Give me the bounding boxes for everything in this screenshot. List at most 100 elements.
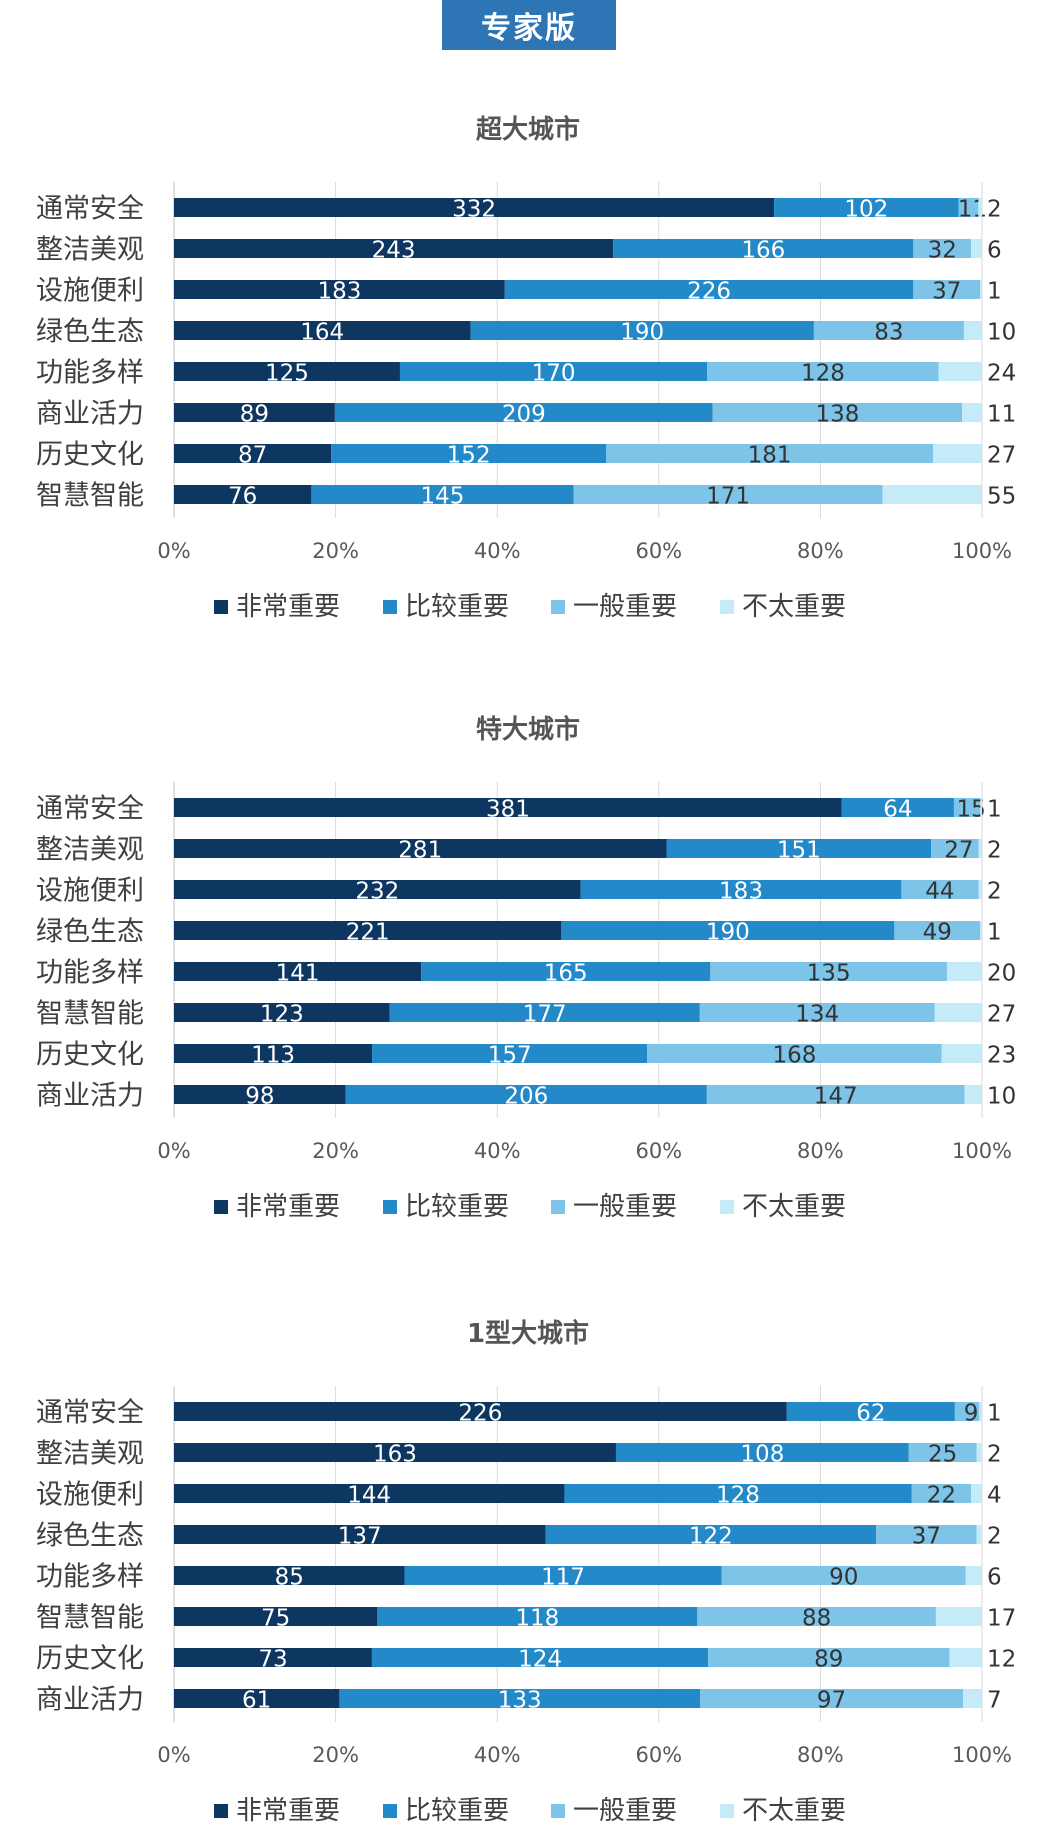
data-label: 61 xyxy=(242,1688,271,1714)
data-label: 170 xyxy=(532,361,576,387)
bar-segment xyxy=(699,1003,935,1022)
bar-segment xyxy=(978,198,982,217)
legend-swatch xyxy=(214,1804,228,1818)
bar-segment xyxy=(707,362,939,381)
x-tick-label: 20% xyxy=(312,1743,359,1767)
bar-segment xyxy=(938,362,982,381)
data-label: 171 xyxy=(706,484,750,510)
data-label: 226 xyxy=(687,279,731,305)
data-label: 73 xyxy=(258,1647,287,1673)
data-label: 10 xyxy=(987,1084,1016,1110)
legend-label: 非常重要 xyxy=(236,592,340,622)
data-label: 88 xyxy=(802,1606,831,1632)
category-label: 整洁美观 xyxy=(36,235,144,266)
x-tick-label: 0% xyxy=(157,539,190,563)
x-tick-label: 100% xyxy=(952,1743,1012,1767)
data-label: 37 xyxy=(912,1524,941,1550)
bar-segment xyxy=(712,403,963,422)
data-label: 168 xyxy=(773,1043,817,1069)
data-label: 151 xyxy=(777,838,821,864)
bar-segment xyxy=(962,403,982,422)
data-label: 20 xyxy=(987,961,1016,987)
bar-segment xyxy=(980,921,982,940)
data-label: 62 xyxy=(856,1401,885,1427)
data-label: 209 xyxy=(502,402,546,428)
category-label: 功能多样 xyxy=(36,958,144,989)
data-label: 281 xyxy=(398,838,442,864)
bar-segment xyxy=(946,962,982,981)
bar-segment xyxy=(911,1484,972,1503)
bar-segment xyxy=(399,362,708,381)
data-label: 90 xyxy=(829,1565,858,1591)
bar-segment xyxy=(174,839,667,858)
data-label: 4 xyxy=(987,1483,1002,1509)
data-label: 97 xyxy=(817,1688,846,1714)
data-label: 183 xyxy=(719,879,763,905)
category-label: 绿色生态 xyxy=(36,317,144,348)
category-label: 智慧智能 xyxy=(36,481,144,512)
bar-segment xyxy=(613,239,914,258)
legend-swatch xyxy=(551,1200,565,1214)
data-label: 49 xyxy=(923,920,952,946)
bar-segment xyxy=(377,1607,698,1626)
data-label: 10 xyxy=(987,320,1016,346)
x-tick-label: 80% xyxy=(797,1139,844,1163)
bar-segment xyxy=(421,962,711,981)
x-tick-label: 20% xyxy=(312,1139,359,1163)
data-label: 2 xyxy=(987,1524,1002,1550)
bar-segment xyxy=(978,880,982,899)
category-label: 历史文化 xyxy=(36,440,144,471)
data-label: 190 xyxy=(706,920,750,946)
legend-swatch xyxy=(214,1200,228,1214)
bar-segment xyxy=(545,1525,877,1544)
bar-segment xyxy=(174,403,335,422)
data-label: 89 xyxy=(814,1647,843,1673)
bar-segment xyxy=(933,444,982,463)
data-label: 125 xyxy=(265,361,309,387)
data-label: 332 xyxy=(452,197,496,223)
data-label: 232 xyxy=(355,879,399,905)
bar-segment xyxy=(706,1085,965,1104)
bar-segment xyxy=(931,839,979,858)
bar-segment xyxy=(700,1689,964,1708)
category-label: 设施便利 xyxy=(36,276,144,307)
bar-segment xyxy=(372,1044,648,1063)
legend-label: 一般重要 xyxy=(573,1796,677,1826)
data-label: 55 xyxy=(987,484,1016,510)
data-label: 117 xyxy=(541,1565,585,1591)
bar-segment xyxy=(174,1689,340,1708)
bar-segment xyxy=(894,921,981,940)
category-label: 整洁美观 xyxy=(36,1439,144,1470)
data-label: 166 xyxy=(741,238,785,264)
data-label: 134 xyxy=(795,1002,839,1028)
category-label: 设施便利 xyxy=(36,1480,144,1511)
chart-title: 超大城市 xyxy=(476,114,580,145)
bar-segment xyxy=(174,798,842,817)
bar-segment xyxy=(949,1648,982,1667)
data-label: 113 xyxy=(251,1043,295,1069)
bar-segment xyxy=(174,1484,565,1503)
bar-segment xyxy=(976,1443,982,1462)
legend-label: 非常重要 xyxy=(236,1796,340,1826)
bar-segment xyxy=(174,1525,546,1544)
data-label: 27 xyxy=(987,1002,1016,1028)
category-label: 商业活力 xyxy=(36,1081,144,1112)
bar-segment xyxy=(174,198,775,217)
data-label: 147 xyxy=(814,1084,858,1110)
category-label: 历史文化 xyxy=(36,1644,144,1675)
bar-segment xyxy=(615,1443,909,1462)
bar-segment xyxy=(979,1402,982,1421)
legend-swatch xyxy=(383,1804,397,1818)
bar-segment xyxy=(913,239,972,258)
bar-segment xyxy=(174,1085,346,1104)
bar-segment xyxy=(721,1566,966,1585)
legend-label: 不太重要 xyxy=(742,1796,846,1826)
bar-segment xyxy=(882,485,982,504)
category-label: 通常安全 xyxy=(36,194,144,225)
bar-segment xyxy=(174,444,332,463)
legend-swatch xyxy=(720,600,734,614)
data-label: 6 xyxy=(987,238,1002,264)
